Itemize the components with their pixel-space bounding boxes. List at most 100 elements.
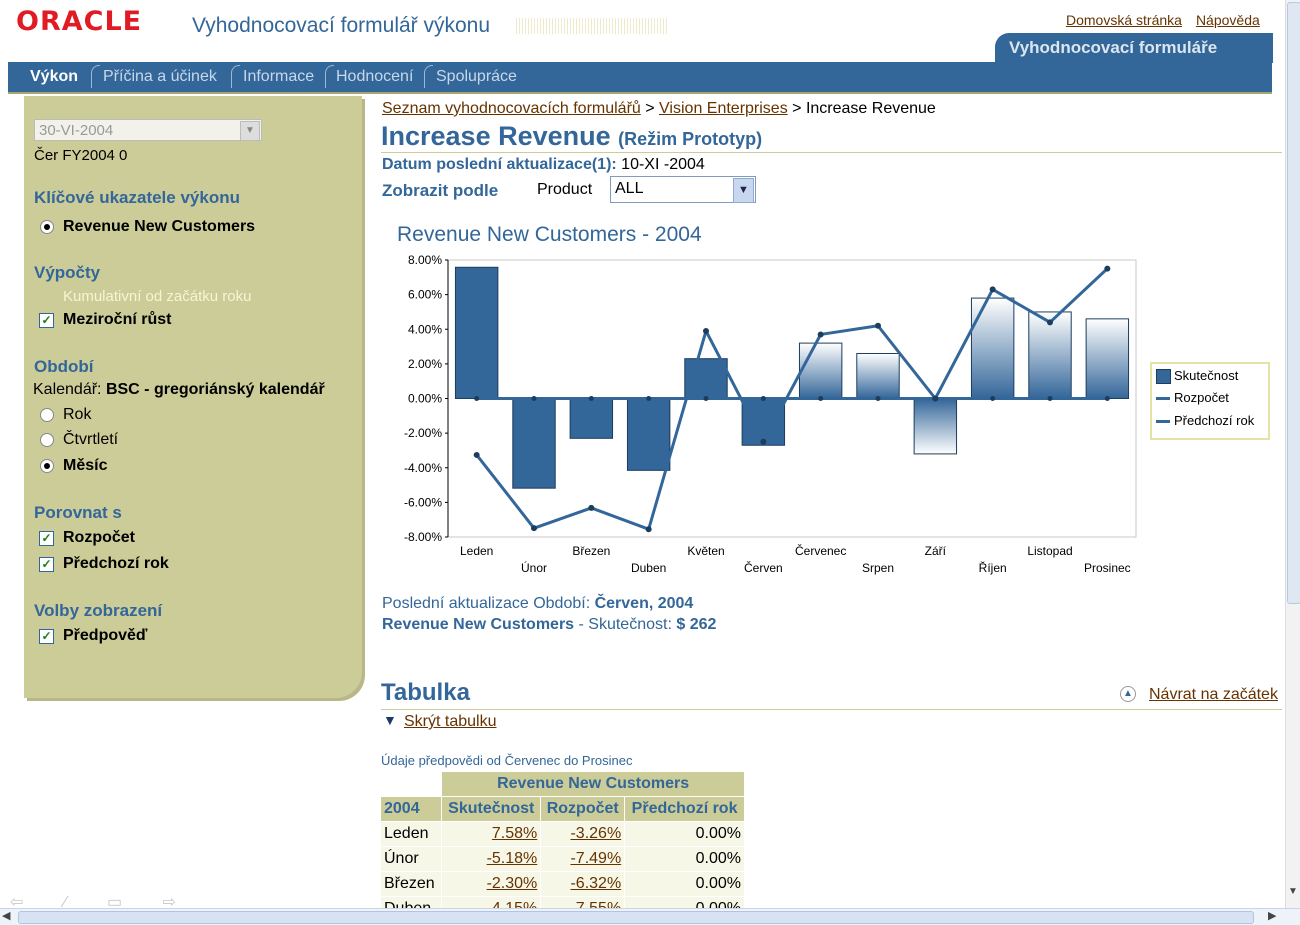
compare-budget-checkbox[interactable]: ✓ — [39, 531, 54, 546]
budget-line — [475, 267, 1109, 531]
header-decoration — [516, 18, 668, 34]
calc-ytd-label: Kumulativní od začátku roku — [63, 288, 252, 305]
breadcrumb: Seznam vyhodnocovacích formulářů > Visio… — [382, 100, 936, 118]
legend-swatch-prev-year — [1156, 420, 1170, 423]
chart-title: Revenue New Customers - 2004 — [397, 223, 702, 246]
back-to-top-link[interactable]: Návrat na začátek — [1149, 686, 1278, 703]
tab-cause-effect[interactable]: Příčina a účinek — [103, 68, 217, 85]
forecast-note: Údaje předpovědi od Červenec do Prosinec — [381, 753, 633, 768]
forms-tab[interactable]: Vyhodnocovací formuláře — [995, 33, 1273, 63]
prev-year-point — [531, 396, 537, 401]
toolbar-faded-icons: ⇦ ⁄ ▭ ⇨ — [10, 894, 194, 911]
horizontal-scrollbar[interactable]: ◀ ▶ — [0, 908, 1300, 925]
period-year-radio[interactable] — [40, 408, 54, 422]
vertical-scroll-thumb[interactable] — [1287, 2, 1300, 604]
tab-information[interactable]: Informace — [243, 68, 315, 85]
table-prev-cell: 0.00% — [624, 871, 745, 897]
prev-year-point — [646, 396, 652, 401]
page-title: Increase Revenue (Režim Prototyp) — [381, 121, 762, 152]
bar-8 — [856, 352, 900, 400]
table-month: Leden — [379, 821, 443, 847]
table-actual-cell[interactable]: 7.58% — [491, 825, 538, 842]
date-select-value: 30-VI-2004 — [39, 122, 114, 139]
bar-4 — [626, 398, 671, 471]
y-tick-label: 8.00% — [408, 253, 442, 267]
date-select[interactable]: 30-VI-2004 ▼ — [34, 119, 262, 141]
vertical-scrollbar[interactable]: ▼ — [1285, 0, 1300, 908]
last-update-row: Datum poslední aktualizace(1): 10-XI -20… — [382, 156, 705, 174]
table-row: Březen -2.30% -6.32% 0.00% — [379, 871, 745, 897]
breadcrumb-forms-list[interactable]: Seznam vyhodnocovacích formulářů — [382, 100, 641, 117]
kpi-heading: Klíčové ukazatele výkonu — [34, 188, 240, 207]
x-tick-label: Březen — [572, 544, 610, 558]
budget-point — [760, 438, 767, 445]
table-row: Leden 7.58% -3.26% 0.00% — [379, 821, 745, 847]
table-budget-cell[interactable]: -6.32% — [570, 875, 622, 892]
help-link[interactable]: Nápověda — [1195, 12, 1260, 28]
mode-label: (Režim Prototyp) — [618, 129, 763, 149]
prev-year-point — [1104, 396, 1110, 401]
budget-point — [473, 451, 480, 458]
scroll-left-arrow-icon[interactable]: ◀ — [2, 910, 11, 922]
calendar-value: BSC - gregoriánský kalendář — [105, 381, 325, 398]
arrow-up-icon[interactable]: ▲ — [1120, 686, 1136, 702]
chevron-down-icon: ▼ — [733, 178, 754, 203]
period-year-label: Rok — [63, 406, 92, 423]
breadcrumb-separator: > — [645, 100, 655, 117]
y-tick-label: 2.00% — [408, 357, 442, 371]
product-select[interactable]: ALL ▼ — [610, 176, 756, 203]
period-note: Čer FY2004 0 — [34, 147, 128, 164]
prev-year-point — [818, 396, 824, 401]
period-quarter-radio[interactable] — [40, 433, 54, 447]
prev-year-point — [875, 396, 881, 401]
period-month-radio[interactable] — [40, 459, 54, 473]
product-select-value: ALL — [615, 180, 644, 197]
bar-7 — [798, 342, 843, 399]
budget-point — [1047, 319, 1053, 326]
bar-6 — [741, 398, 786, 446]
compare-prev-year-checkbox[interactable]: ✓ — [39, 557, 54, 572]
tab-collaboration[interactable]: Spolupráce — [436, 68, 517, 85]
compare-heading: Porovnat s — [34, 503, 122, 522]
title-divider — [381, 152, 1282, 153]
breadcrumb-separator: > — [792, 100, 802, 117]
x-tick-label: Prosinec — [1084, 561, 1131, 575]
legend-swatch-budget — [1156, 397, 1170, 400]
budget-point — [817, 331, 824, 338]
table-budget-cell[interactable]: -7.49% — [570, 850, 622, 867]
revenue-chart: 8.00% 6.00% 4.00% 2.00% 0.00% -2.00% -4.00% -6.… — [404, 253, 1137, 575]
data-table: Revenue New Customers 2004 Skutečnost Ro… — [379, 771, 745, 922]
table-heading: Tabulka — [381, 679, 470, 706]
period-quarter-label: Čtvrtletí — [63, 431, 119, 448]
table-group-header-row: Revenue New Customers — [379, 771, 745, 797]
table-month: Únor — [379, 846, 443, 872]
horizontal-scroll-thumb[interactable] — [18, 911, 1254, 924]
scroll-down-arrow-icon[interactable]: ▼ — [1288, 886, 1298, 897]
x-tick-label: Srpen — [862, 561, 894, 575]
y-tick-label: -4.00% — [404, 461, 442, 475]
tab-performance[interactable]: Výkon — [30, 68, 79, 85]
table-actual-cell[interactable]: -5.18% — [486, 850, 538, 867]
triangle-down-icon[interactable]: ▼ — [383, 712, 397, 728]
tab-separator — [231, 65, 240, 88]
breadcrumb-vision[interactable]: Vision Enterprises — [659, 100, 788, 117]
prev-year-point — [760, 396, 766, 401]
prev-year-point — [1047, 396, 1053, 401]
bar-10 — [970, 297, 1015, 399]
yoy-checkbox[interactable]: ✓ — [39, 313, 54, 328]
table-col-actual: Skutečnost — [441, 796, 542, 822]
x-tick-label: Září — [925, 544, 947, 558]
tab-evaluation[interactable]: Hodnocení — [336, 68, 414, 85]
table-col-budget: Rozpočet — [540, 796, 626, 822]
hide-table-link[interactable]: Skrýt tabulku — [404, 713, 497, 730]
forecast-checkbox[interactable]: ✓ — [39, 629, 54, 644]
table-budget-cell[interactable]: -3.26% — [570, 825, 622, 842]
prev-year-point — [474, 396, 480, 401]
table-actual-cell[interactable]: -2.30% — [486, 875, 538, 892]
global-links: Domovská stránka Nápověda — [1066, 12, 1274, 28]
forms-tab-label: Vyhodnocovací formuláře — [1009, 38, 1218, 57]
scroll-right-arrow-icon[interactable]: ▶ — [1268, 910, 1277, 922]
kpi-radio[interactable] — [40, 220, 54, 234]
home-link[interactable]: Domovská stránka — [1066, 12, 1182, 28]
table-row: Únor -5.18% -7.49% 0.00% — [379, 846, 745, 872]
